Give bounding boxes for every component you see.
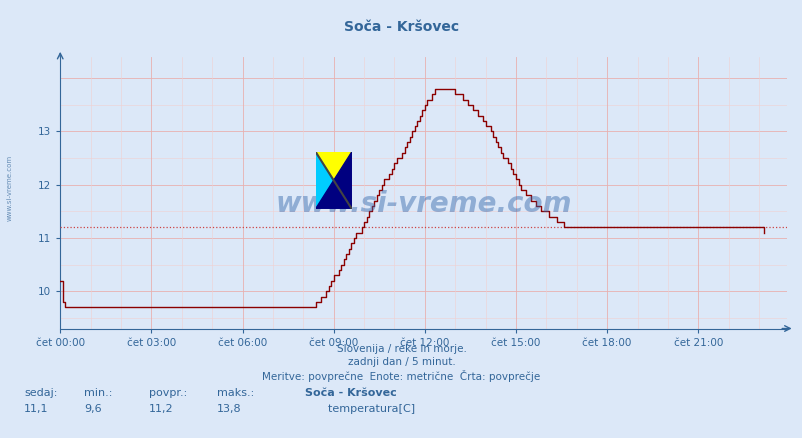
Text: 13,8: 13,8	[217, 404, 241, 414]
Text: 11,1: 11,1	[24, 404, 49, 414]
Text: sedaj:: sedaj:	[24, 389, 58, 399]
Text: povpr.:: povpr.:	[148, 389, 187, 399]
Text: www.si-vreme.com: www.si-vreme.com	[275, 190, 571, 218]
Text: Soča - Kršovec: Soča - Kršovec	[305, 389, 396, 399]
Text: maks.:: maks.:	[217, 389, 253, 399]
Text: temperatura[C]: temperatura[C]	[321, 404, 415, 414]
Text: min.:: min.:	[84, 389, 112, 399]
Text: 9,6: 9,6	[84, 404, 102, 414]
Text: Soča - Kršovec: Soča - Kršovec	[343, 20, 459, 34]
Polygon shape	[315, 152, 351, 209]
Text: Slovenija / reke in morje.: Slovenija / reke in morje.	[336, 344, 466, 354]
Polygon shape	[315, 152, 351, 209]
Text: zadnji dan / 5 minut.: zadnji dan / 5 minut.	[347, 357, 455, 367]
Text: Meritve: povprečne  Enote: metrične  Črta: povprečje: Meritve: povprečne Enote: metrične Črta:…	[262, 370, 540, 382]
Polygon shape	[315, 152, 334, 209]
Text: 11,2: 11,2	[148, 404, 173, 414]
Text: www.si-vreme.com: www.si-vreme.com	[6, 155, 13, 221]
